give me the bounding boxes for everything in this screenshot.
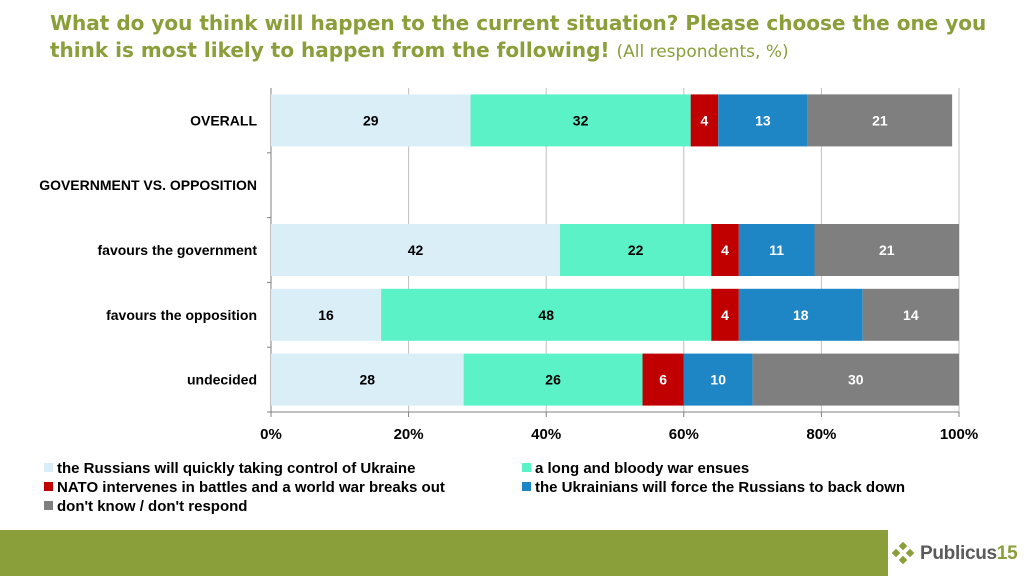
legend-label: NATO intervenes in battles and a world w… — [57, 479, 445, 496]
bar-value-label: 4 — [721, 307, 729, 323]
bar-value-label: 21 — [872, 112, 888, 128]
bar-segment — [470, 94, 691, 147]
bar-segment — [271, 353, 464, 406]
bar-value-label: 26 — [545, 372, 561, 388]
bar-segment — [711, 288, 739, 341]
bar-value-label: 22 — [628, 242, 644, 258]
bar-value-label: 29 — [363, 112, 379, 128]
x-tick-label: 100% — [940, 426, 978, 443]
title-main: What do you think will happen to the cur… — [50, 11, 987, 62]
bar-value-label: 32 — [573, 112, 589, 128]
bar-segment — [463, 353, 643, 406]
bar-value-label: 48 — [538, 307, 554, 323]
legend-item: don't know / don't respond — [44, 498, 247, 516]
bar-segment — [711, 224, 739, 276]
x-tick-label: 80% — [806, 426, 836, 443]
category-label: undecided — [187, 372, 257, 388]
bar-segment — [807, 94, 953, 147]
logo-text: Publicus15 — [920, 543, 1018, 564]
legend-item: the Russians will quickly taking control… — [44, 460, 415, 478]
bar-value-label: 10 — [710, 372, 726, 388]
category-label: favours the government — [98, 242, 258, 258]
footer-bar — [0, 530, 888, 576]
bar-value-label: 11 — [769, 242, 784, 258]
logo-diamond-icon — [892, 542, 915, 565]
legend-item: the Ukrainians will force the Russians t… — [522, 479, 905, 497]
legend-label: a long and bloody war ensues — [535, 460, 750, 477]
bar-segment — [814, 224, 959, 276]
title-subtitle: (All respondents, %) — [616, 42, 789, 62]
bar-segment — [271, 288, 382, 341]
bar-value-label: 4 — [721, 242, 729, 258]
x-tick-label: 20% — [394, 426, 424, 443]
legend-swatch — [522, 482, 531, 491]
bar-segment — [381, 288, 712, 341]
bar-value-label: 14 — [903, 307, 919, 323]
legend-label: the Russians will quickly taking control… — [57, 460, 416, 477]
bar-segment — [862, 288, 959, 341]
category-label: OVERALL — [190, 112, 257, 128]
bar-segment — [738, 224, 815, 276]
x-tick-label: 40% — [531, 426, 561, 443]
bar-segment — [271, 224, 560, 276]
legend-item: NATO intervenes in battles and a world w… — [44, 479, 445, 497]
bar-segment — [683, 353, 753, 406]
legend-item: a long and bloody war ensues — [522, 460, 749, 478]
legend-swatch — [44, 501, 53, 510]
bar-segment — [642, 353, 684, 406]
bar-segment — [738, 288, 863, 341]
legend-swatch — [44, 463, 53, 472]
bar-segment — [271, 94, 471, 147]
bar-value-label: 30 — [848, 372, 864, 388]
bar-value-label: 6 — [659, 372, 667, 388]
legend-swatch — [44, 482, 53, 491]
stacked-bar-chart: 0% 20% 40% 60% 80% 100% OVERALL 29 32 4 13 21 GOVERN… — [39, 88, 978, 443]
bar-value-label: 13 — [755, 112, 771, 128]
bar-value-label: 16 — [318, 307, 334, 323]
bar-segment — [690, 94, 719, 147]
chart-title: What do you think will happen to the cur… — [50, 10, 1010, 66]
bar-segment — [559, 224, 712, 276]
category-label: GOVERNMENT VS. OPPOSITION — [39, 177, 257, 193]
bar-value-label: 18 — [793, 307, 809, 323]
publicus-logo: Publicus15 — [892, 538, 1020, 570]
logo-number: 15 — [996, 543, 1018, 564]
bar-value-label: 42 — [408, 242, 424, 258]
x-tick-label: 0% — [260, 426, 282, 443]
legend-label: the Ukrainians will force the Russians t… — [535, 479, 906, 496]
bar-value-label: 4 — [701, 112, 709, 128]
bar-value-label: 28 — [360, 372, 376, 388]
legend-swatch — [522, 463, 531, 472]
bar-segment — [718, 94, 808, 147]
legend-label: don't know / don't respond — [57, 498, 248, 515]
x-tick-label: 60% — [669, 426, 699, 443]
category-label: favours the opposition — [106, 307, 257, 323]
bar-value-label: 21 — [879, 242, 895, 258]
bar-segment — [752, 353, 959, 406]
